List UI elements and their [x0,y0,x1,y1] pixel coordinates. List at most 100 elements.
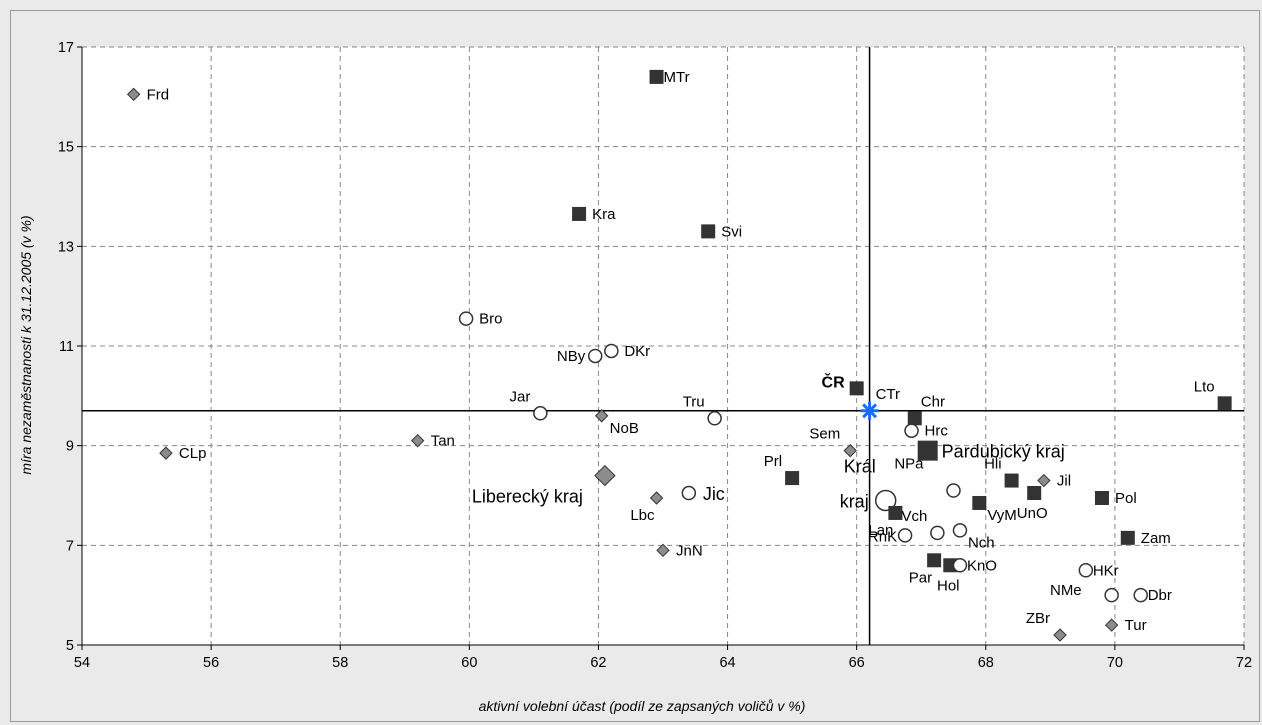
x-axis-title: aktivní volební účast (podíl ze zapsanýc… [479,698,806,714]
label-tru: Tru [683,393,705,410]
point-uno [1027,486,1042,501]
x-tick-label: 56 [203,655,219,671]
point-rnk [897,528,913,543]
label-nme: NMe [1050,582,1082,599]
label-pol: Pol [1115,490,1137,507]
label-nob: NoB [610,420,639,437]
point-zbr [1053,628,1067,642]
label-chr: Chr [921,393,945,410]
label-hkr: HKr [1093,562,1119,579]
point-vch [930,525,945,541]
y-tick-label: 7 [66,538,74,554]
point-jar [533,406,548,421]
x-tick-label: 58 [332,655,348,671]
point-jnn [656,543,670,558]
point-ctr [860,401,879,420]
point-pol [1094,490,1109,505]
x-tick-label: 60 [461,655,477,671]
point-hkr [1078,563,1094,578]
point-lbc [649,491,664,505]
point-kno [952,558,968,573]
point-jil [1037,473,1051,488]
x-tick-label: 62 [590,655,606,671]
label-zam: Zam [1141,530,1171,547]
label-prl: Prl [764,453,782,470]
label-hol: Hol [937,577,960,594]
x-tick-label: 68 [978,655,994,671]
point-bro [458,311,474,326]
y-tick-label: 9 [66,439,74,455]
label-kno: KnO [967,557,997,574]
label-lbc: Lbc [630,507,655,524]
y-tick-label: 11 [59,339,74,355]
point-vym [972,495,987,510]
point-tru [707,411,722,426]
label-hli: Hli [984,456,1002,473]
label-dbr: Dbr [1148,587,1172,604]
x-tick-label: 54 [74,655,90,671]
label-vch: Vch [902,508,928,525]
label-ctr: CTr [876,386,900,403]
label-jnn: JnN [676,542,703,559]
point-mtr [649,69,664,84]
point-sem [843,443,857,458]
point-jic [681,485,697,501]
point-hli [1004,473,1019,488]
point-liberecký-kraj [594,464,616,487]
data-points [126,69,1232,642]
label-clp: CLp [179,445,207,462]
point-tan [410,433,425,448]
label-lto: Lto [1194,378,1215,395]
point-tur [1104,618,1119,632]
point-kra [572,206,587,221]
label-kra: Kra [592,206,616,223]
axes: 54 56 58 60 62 64 66 68 70 72 5 7 9 11 13 15 17 [58,40,1252,671]
label-par: Par [909,569,932,586]
y-tick-label: 13 [58,239,74,255]
point-clp [159,446,173,460]
point-par [927,553,942,568]
point-frd [126,87,141,102]
y-tick-label: 5 [66,638,74,654]
point-hrc [904,423,919,438]
label-liberecký-kraj: Liberecký kraj [472,487,583,507]
point-zam [1120,530,1135,545]
label-nby: NBy [557,348,586,365]
y-axis-title: míra nezaměstnanosti k 31.12.2005 (v %) [18,215,34,474]
label-král: Král [844,456,876,476]
point-nch [952,523,968,538]
point-čr [849,381,864,396]
label-kraj: kraj [840,491,869,511]
label-nch: Nch [968,534,995,551]
y-tick-label: 17 [58,40,74,56]
label-sem: Sem [809,426,840,443]
label-pardubický-kraj: Pardubický kraj [942,442,1065,462]
label-uno: UnO [1017,505,1048,522]
x-tick-label: 70 [1107,655,1123,671]
star-stroke [862,403,878,419]
point-dkr [604,343,619,359]
reference-lines [82,47,1244,645]
point-chr [907,411,922,426]
label-jil: Jil [1057,473,1071,490]
point-pardubický-kraj [917,440,938,461]
label-hrc: Hrc [925,423,949,440]
label-npa: NPa [894,456,924,473]
point-lto [1217,396,1232,411]
label-bro: Bro [479,311,502,328]
point-nme [1104,587,1119,603]
point-prl [785,471,800,486]
label-vym: VyM [987,507,1016,524]
point-svi [701,224,716,239]
x-tick-label: 72 [1236,655,1252,671]
label-frd: Frd [147,86,170,103]
label-tan: Tan [431,433,455,450]
label-lan: Lan [868,522,893,539]
label-zbr: ZBr [1026,610,1050,627]
label-dkr: DKr [624,343,650,360]
y-tick-label: 15 [58,140,74,156]
label-jic: Jic [703,484,725,504]
label-tur: Tur [1125,617,1147,634]
label-čr: ČR [822,372,846,391]
